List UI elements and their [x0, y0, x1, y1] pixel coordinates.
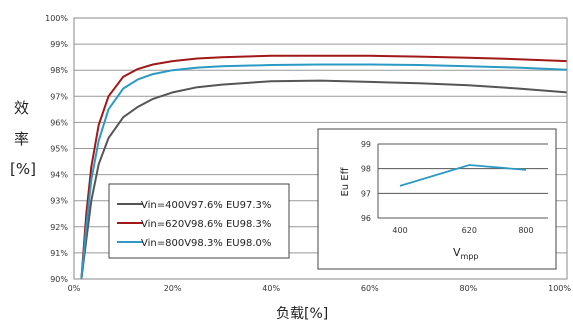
- inset-y-tick-label: 97: [361, 189, 371, 198]
- series-line-2: [80, 54, 568, 280]
- inset-x-tick-label: 620: [462, 226, 477, 235]
- legend-label: Vin=800V98.3% EU98.0%: [141, 238, 271, 249]
- legend-box: [108, 183, 290, 259]
- main-series-lines: [80, 54, 568, 280]
- inset-x-axis-label-sub: mpp: [461, 252, 479, 261]
- x-tick-label: 0%: [68, 284, 81, 293]
- y-tick-label: 93%: [50, 197, 68, 206]
- x-tick-label: 40%: [262, 284, 280, 293]
- inset-y-tick-label: 99: [361, 140, 371, 149]
- y-tick-label: 92%: [50, 223, 68, 232]
- y-tick-label: 91%: [50, 249, 68, 258]
- inset-grid: [377, 143, 548, 219]
- inset-box: [317, 128, 557, 270]
- y-tick-label: 99%: [50, 40, 68, 49]
- y-axis-label-char: 率: [14, 130, 30, 148]
- x-axis-label: 负载[%]: [276, 306, 329, 322]
- y-tick-label: 98%: [50, 66, 68, 75]
- legend-label: Vin=400V97.6% EU97.3%: [141, 200, 271, 211]
- y-tick-label: 96%: [50, 118, 68, 127]
- inset-y-tick-label: 98: [361, 165, 371, 174]
- inset-x-tick-label: 800: [518, 226, 533, 235]
- y-tick-label: 94%: [50, 171, 68, 180]
- legend-label: Vin=620V98.6% EU98.3%: [141, 219, 271, 230]
- main-y-tick-labels: 90% 91% 92% 93% 94% 95% 96% 97% 98% 99% 100%: [45, 14, 68, 284]
- inset-y-axis-label: Eu Eff: [340, 166, 351, 196]
- x-tick-label: 80%: [460, 284, 478, 293]
- inset-x-tick-labels: 400 620 800: [392, 226, 533, 235]
- inset-y-tick-label: 96: [361, 214, 371, 223]
- y-axis-label-char: 效: [14, 99, 30, 117]
- inset-y-tick-labels: 96 97 98 99: [361, 140, 371, 223]
- legend: Vin=400V97.6% EU97.3% Vin=620V98.6% EU98.…: [108, 183, 290, 259]
- inset-series-line: [399, 164, 527, 187]
- series-line-1: [80, 79, 568, 280]
- x-tick-label: 20%: [164, 284, 182, 293]
- y-tick-label: 100%: [45, 14, 68, 23]
- main-plot-frame: [73, 17, 568, 280]
- series-line-3: [80, 63, 568, 280]
- y-tick-label: 95%: [50, 145, 68, 154]
- y-tick-label: 90%: [50, 275, 68, 284]
- x-tick-label: 100%: [548, 284, 571, 293]
- main-x-tick-labels: 0% 20% 40% 60% 80% 100%: [68, 284, 572, 293]
- y-axis-label-char: [%]: [10, 160, 36, 178]
- x-tick-label: 60%: [361, 284, 379, 293]
- y-tick-label: 97%: [50, 92, 68, 101]
- inset-x-tick-label: 400: [392, 226, 407, 235]
- inset-series-line: [399, 164, 527, 187]
